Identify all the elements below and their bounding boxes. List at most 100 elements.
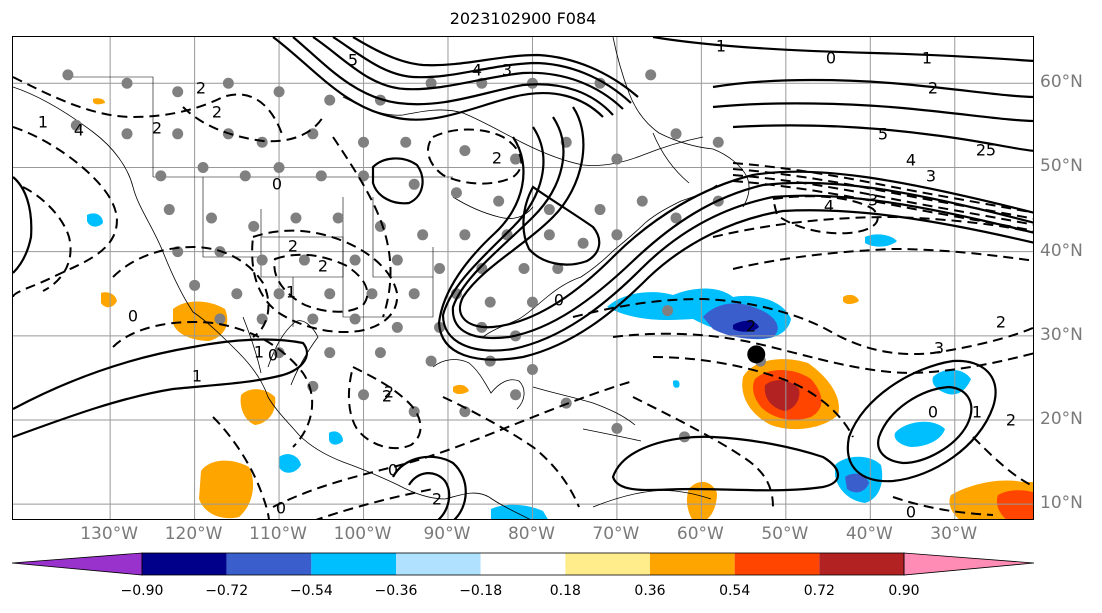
colorbar-tick-label: 0.54: [719, 583, 751, 599]
dashed-contour-label: 4: [74, 121, 84, 140]
station-dot: [231, 288, 243, 300]
station-dot: [214, 313, 226, 325]
solid-contour-label: 1: [192, 367, 202, 386]
dashed-contour-label: 0: [272, 175, 282, 194]
station-dot: [324, 94, 336, 106]
longitude-label: 100°W: [333, 524, 392, 544]
station-dot: [358, 389, 370, 401]
dashed-contour-label: 2: [996, 313, 1006, 332]
solid-contour: [272, 37, 604, 121]
dashed-contour: [112, 321, 314, 448]
colorbar-tick-label: 0.72: [803, 583, 835, 599]
dashed-contour-label: 3: [868, 191, 878, 210]
station-dot: [611, 153, 623, 165]
longitude-label: 130°W: [80, 524, 139, 544]
solid-contour: [392, 455, 467, 519]
longitude-label: 90°W: [423, 524, 471, 544]
dashed-contour: [712, 215, 1033, 238]
station-dot: [459, 145, 471, 157]
station-dot: [484, 296, 496, 308]
station-dot: [670, 212, 682, 224]
solid-contour-label: 0: [268, 346, 278, 365]
dashed-contour: [347, 365, 422, 450]
solid-contour: [712, 78, 1033, 99]
station-dot: [205, 212, 217, 224]
coastline: [612, 37, 714, 150]
shaded-region-positive: [101, 292, 117, 308]
station-dot: [484, 355, 496, 367]
longitude-label: 30°W: [930, 524, 978, 544]
solid-contour: [712, 102, 1033, 123]
station-dot: [290, 212, 302, 224]
station-dot: [518, 262, 530, 274]
station-dots: [62, 69, 766, 443]
longitude-label: 70°W: [592, 524, 640, 544]
shaded-region-negative: [673, 380, 680, 388]
station-dot: [425, 355, 437, 367]
map-title: 2023102900 F084: [449, 9, 597, 28]
station-dot: [189, 279, 201, 291]
dashed-contour: [212, 416, 270, 519]
station-dot: [349, 254, 361, 266]
station-dot: [324, 288, 336, 300]
shaded-region-positive: [93, 98, 105, 105]
coastline: [652, 132, 690, 184]
longitude-label: 40°W: [845, 524, 893, 544]
station-dot: [349, 313, 361, 325]
coastline: [532, 386, 636, 426]
shaded-region-positive: [996, 490, 1033, 519]
station-dot: [315, 170, 327, 182]
dashed-contour: [332, 136, 392, 318]
shaded-region-negative: [845, 473, 869, 493]
coastlines-and-borders: [13, 37, 750, 519]
station-dot: [391, 321, 403, 333]
station-dot: [70, 119, 82, 131]
station-dot: [239, 170, 251, 182]
solid-contour: [732, 124, 1033, 152]
longitude-label: 60°W: [676, 524, 724, 544]
dashed-contour: [427, 128, 523, 185]
station-dot: [645, 69, 657, 81]
colorbar-tick-label: 0.36: [634, 583, 666, 599]
coastline: [13, 86, 531, 519]
station-dot: [510, 153, 522, 165]
coastline: [242, 316, 262, 374]
shaded-region-negative: [329, 431, 343, 445]
dashed-contour: [892, 496, 994, 516]
coastline: [432, 359, 525, 410]
dashed-contour: [972, 436, 1033, 488]
latitude-label: 50°N: [1040, 156, 1083, 177]
station-dot: [273, 347, 285, 359]
colorbar-segment: [650, 553, 735, 575]
station-dot: [121, 77, 133, 89]
shaded-region-negative: [733, 320, 759, 332]
dashed-contour: [22, 186, 72, 292]
station-dot: [450, 187, 462, 199]
longitude-label: 80°W: [507, 524, 555, 544]
dashed-contour-label: 2: [492, 149, 502, 168]
border: [260, 209, 344, 278]
center-marker: [747, 345, 766, 364]
border: [372, 197, 433, 278]
dashed-contour: [732, 247, 1033, 270]
dashed-contour: [732, 168, 1033, 220]
dashed-contour-label: 2: [318, 257, 328, 276]
station-dot: [163, 204, 175, 216]
station-dot: [307, 313, 319, 325]
solid-contour: [371, 157, 424, 205]
coastline: [452, 196, 534, 219]
station-dot: [611, 229, 623, 241]
coastline: [342, 96, 704, 166]
station-dot: [594, 204, 606, 216]
solid-contour-label: 3: [934, 339, 944, 358]
coastline: [592, 490, 712, 508]
colorbar: [11, 552, 1035, 576]
colorbar-tick-label: −0.54: [289, 583, 333, 599]
station-dot: [155, 170, 167, 182]
colorbar-extend-low: [11, 552, 143, 576]
shaded-region-positive: [764, 380, 800, 411]
solid-contour: [13, 338, 308, 439]
solid-contour-label: 1: [716, 37, 726, 56]
